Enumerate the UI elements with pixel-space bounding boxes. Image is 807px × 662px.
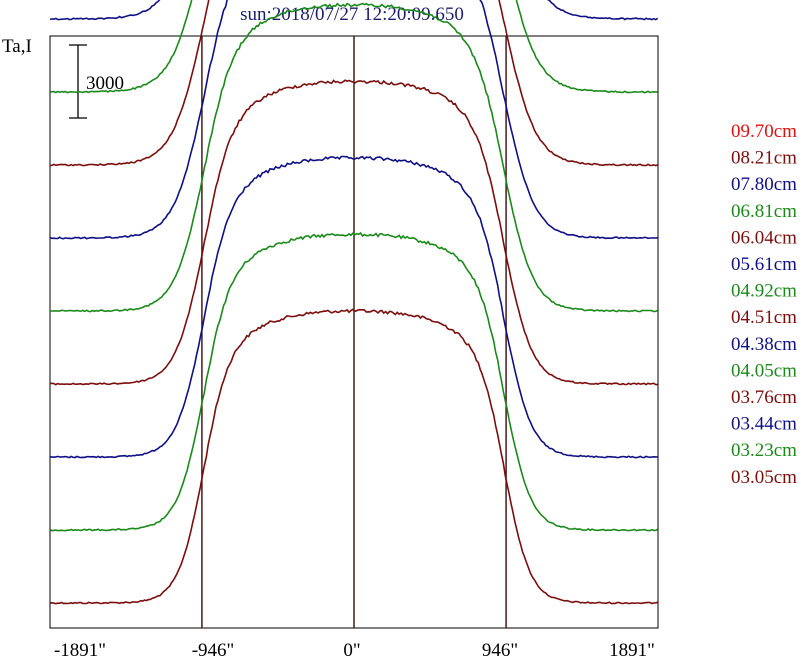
legend-item: 09.70cm — [731, 121, 797, 142]
x-tick-label: -946" — [192, 640, 235, 661]
series-line-04.05cm — [49, 2, 659, 313]
reference-lines — [201, 36, 507, 628]
legend-item: 06.04cm — [731, 227, 797, 248]
x-tick-labels: -1891" -946" 0" 946" 1891" — [54, 640, 655, 661]
legend-item: 07.80cm — [731, 174, 797, 195]
legend-item: 04.05cm — [731, 360, 797, 381]
series-line-04.38cm — [49, 0, 658, 240]
legend-item: 03.44cm — [731, 414, 797, 435]
x-tick-label: 946" — [482, 640, 518, 661]
series-lines — [49, 0, 659, 605]
legend-item: 05.61cm — [731, 254, 797, 275]
y-axis-label: Ta,I — [2, 36, 32, 57]
legend-item: 08.21cm — [731, 148, 797, 169]
series-line-03.05cm — [49, 308, 658, 605]
series-line-05.61cm — [49, 0, 659, 21]
legend-item: 04.51cm — [731, 307, 797, 328]
scale-bar-label: 3000 — [86, 73, 124, 94]
legend-item: 04.38cm — [731, 334, 797, 355]
legend-item: 06.81cm — [731, 201, 797, 222]
legend: 09.70cm 08.21cm 07.80cm 06.81cm 06.04cm 05.61… — [731, 121, 797, 488]
legend-item: 03.76cm — [731, 387, 797, 408]
legend-item: 03.05cm — [731, 467, 797, 488]
series-line-03.23cm — [49, 231, 659, 532]
x-tick-label: 0" — [343, 640, 360, 661]
x-tick-label: 1891" — [609, 640, 655, 661]
x-tick-label: -1891" — [54, 640, 106, 661]
scale-bar: 3000 — [69, 44, 124, 119]
legend-item: 04.92cm — [731, 281, 797, 302]
series-line-03.76cm — [49, 79, 658, 386]
series-line-04.51cm — [49, 0, 658, 167]
legend-item: 03.23cm — [731, 440, 797, 461]
series-line-04.92cm — [49, 0, 658, 94]
series-line-03.44cm — [49, 155, 658, 459]
